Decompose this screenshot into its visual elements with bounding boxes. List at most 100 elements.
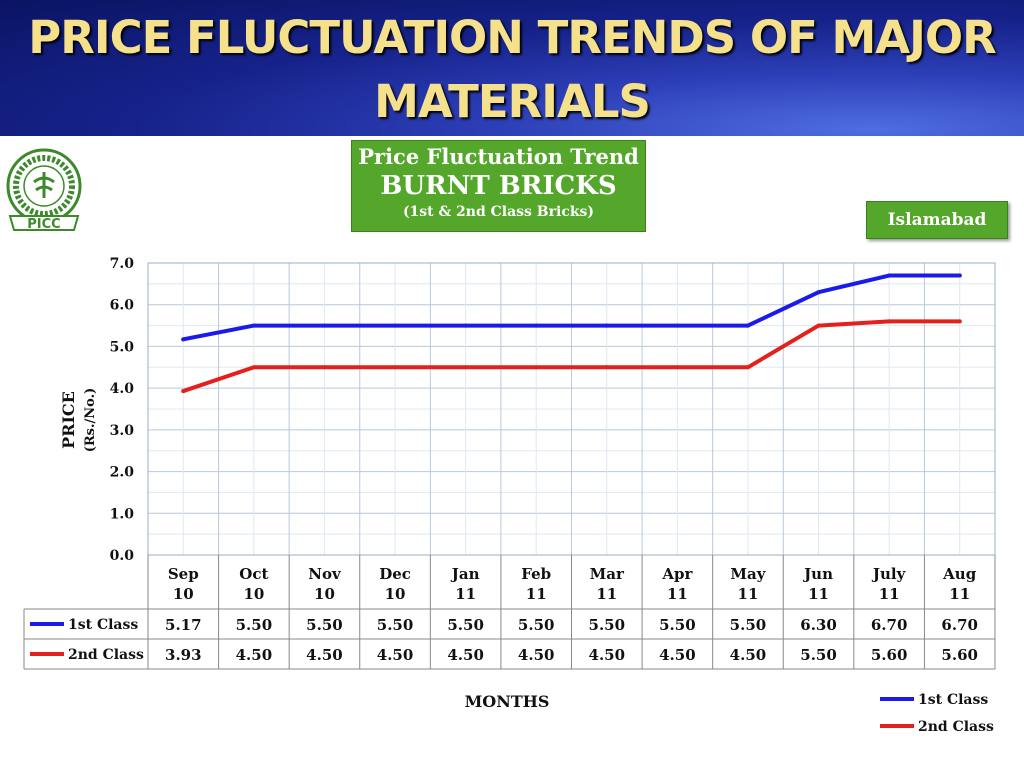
y-tick-label: 5.0	[110, 339, 135, 355]
x-tick-label: Dec	[379, 565, 411, 583]
x-tick-label-year: 11	[949, 585, 970, 603]
y-tick-label: 7.0	[110, 256, 135, 272]
banner-line-3: (1st & 2nd Class Bricks)	[402, 204, 595, 220]
data-point	[463, 323, 468, 328]
data-point	[181, 389, 186, 394]
x-tick-label-year: 10	[243, 585, 264, 603]
data-label: 4.50	[377, 646, 414, 664]
x-axis-title: MONTHS	[465, 692, 550, 711]
y-tick-label: 4.0	[110, 381, 135, 397]
data-point	[393, 323, 398, 328]
data-label: 3.93	[165, 646, 202, 664]
table-series-name: 1st Class	[68, 617, 138, 633]
table-series-name: 2nd Class	[68, 647, 144, 663]
y-axis-title: PRICE	[59, 391, 78, 449]
data-label: 5.50	[447, 616, 484, 634]
series-line-2	[181, 319, 962, 394]
data-label: 4.50	[236, 646, 273, 664]
x-tick-label-year: 11	[455, 585, 476, 603]
data-table	[23, 555, 996, 670]
x-tick-label-year: 11	[596, 585, 617, 603]
x-tick-label-year: 11	[667, 585, 688, 603]
x-tick-label: Jun	[802, 565, 833, 583]
data-label: 6.70	[941, 616, 978, 634]
data-point	[957, 273, 962, 278]
banner-line-2: BURNT BRICKS	[380, 171, 617, 201]
grid-layer	[147, 262, 996, 556]
series-layer	[181, 273, 962, 728]
x-tick-label-year: 11	[526, 585, 547, 603]
y-tick-label: 2.0	[110, 465, 135, 481]
data-point	[675, 365, 680, 370]
data-label: 5.50	[518, 616, 555, 634]
chart-text-layer: 0.0 1.0 2.0 3.0 4.0 5.0 6.0 7.0 PRICE (Rs./No.) Se…	[59, 256, 994, 735]
data-point	[463, 365, 468, 370]
data-point	[322, 365, 327, 370]
data-label: 4.50	[518, 646, 555, 664]
data-point	[251, 365, 256, 370]
data-point	[957, 319, 962, 324]
chart-title-banner: Price Fluctuation Trend BURNT BRICKS (1s…	[351, 140, 646, 232]
x-tick-label-year: 10	[385, 585, 406, 603]
chart-slide-content: PICC Price Fluctuation Trend BURNT BRICK…	[0, 136, 1024, 768]
data-point	[393, 365, 398, 370]
data-label: 5.50	[377, 616, 414, 634]
slide-title: PRICE FLUCTUATION TRENDS OF MAJOR MATERI…	[28, 11, 996, 128]
x-tick-label: Mar	[590, 565, 625, 583]
data-label: 4.50	[306, 646, 343, 664]
x-tick-label-year: 11	[808, 585, 829, 603]
data-point	[887, 319, 892, 324]
banner-line-1: Price Fluctuation Trend	[358, 144, 639, 169]
data-point	[251, 323, 256, 328]
data-point	[322, 323, 327, 328]
line-chart: 0.0 1.0 2.0 3.0 4.0 5.0 6.0 7.0 PRICE (Rs./No.) Se…	[23, 256, 996, 735]
data-label: 4.50	[447, 646, 484, 664]
data-point	[534, 323, 539, 328]
data-point	[604, 323, 609, 328]
x-tick-label: Jan	[450, 565, 480, 583]
x-tick-label: May	[730, 565, 766, 583]
data-label: 5.50	[589, 616, 626, 634]
x-tick-label-year: 10	[173, 585, 194, 603]
x-tick-label: Oct	[239, 565, 268, 583]
data-label: 4.50	[589, 646, 626, 664]
data-label: 5.50	[236, 616, 273, 634]
data-label: 4.50	[659, 646, 696, 664]
logo-text: PICC	[27, 217, 60, 232]
data-point	[534, 365, 539, 370]
data-label: 5.50	[306, 616, 343, 634]
data-point	[816, 323, 821, 328]
slide-header: PRICE FLUCTUATION TRENDS OF MAJOR MATERI…	[0, 0, 1024, 136]
x-tick-label: Feb	[521, 565, 551, 583]
x-tick-label: Aug	[942, 565, 977, 583]
y-tick-label: 3.0	[110, 423, 135, 439]
data-point	[745, 365, 750, 370]
picc-logo-icon: PICC	[6, 148, 82, 232]
x-tick-label-year: 11	[879, 585, 900, 603]
x-tick-label: Nov	[308, 565, 342, 583]
data-label: 6.70	[871, 616, 908, 634]
y-tick-label: 6.0	[110, 298, 135, 314]
data-label: 5.60	[941, 646, 978, 664]
x-tick-label-year: 10	[314, 585, 335, 603]
data-point	[887, 273, 892, 278]
data-label: 5.50	[730, 616, 767, 634]
y-axis-unit: (Rs./No.)	[83, 388, 98, 453]
y-tick-label: 0.0	[110, 548, 135, 564]
x-tick-label: Apr	[661, 565, 693, 583]
location-badge: Islamabad	[866, 201, 1008, 239]
data-label: 5.50	[800, 646, 837, 664]
data-point	[816, 290, 821, 295]
data-label: 4.50	[730, 646, 767, 664]
data-label: 5.60	[871, 646, 908, 664]
legend-label: 1st Class	[918, 692, 988, 708]
data-label: 6.30	[800, 616, 837, 634]
y-tick-label: 1.0	[110, 506, 135, 522]
data-point	[181, 337, 186, 342]
x-tick-label: Sep	[168, 565, 199, 583]
x-tick-label-year: 11	[738, 585, 759, 603]
legend-label: 2nd Class	[918, 719, 994, 735]
data-point	[604, 365, 609, 370]
data-label: 5.17	[165, 616, 202, 634]
data-point	[745, 323, 750, 328]
